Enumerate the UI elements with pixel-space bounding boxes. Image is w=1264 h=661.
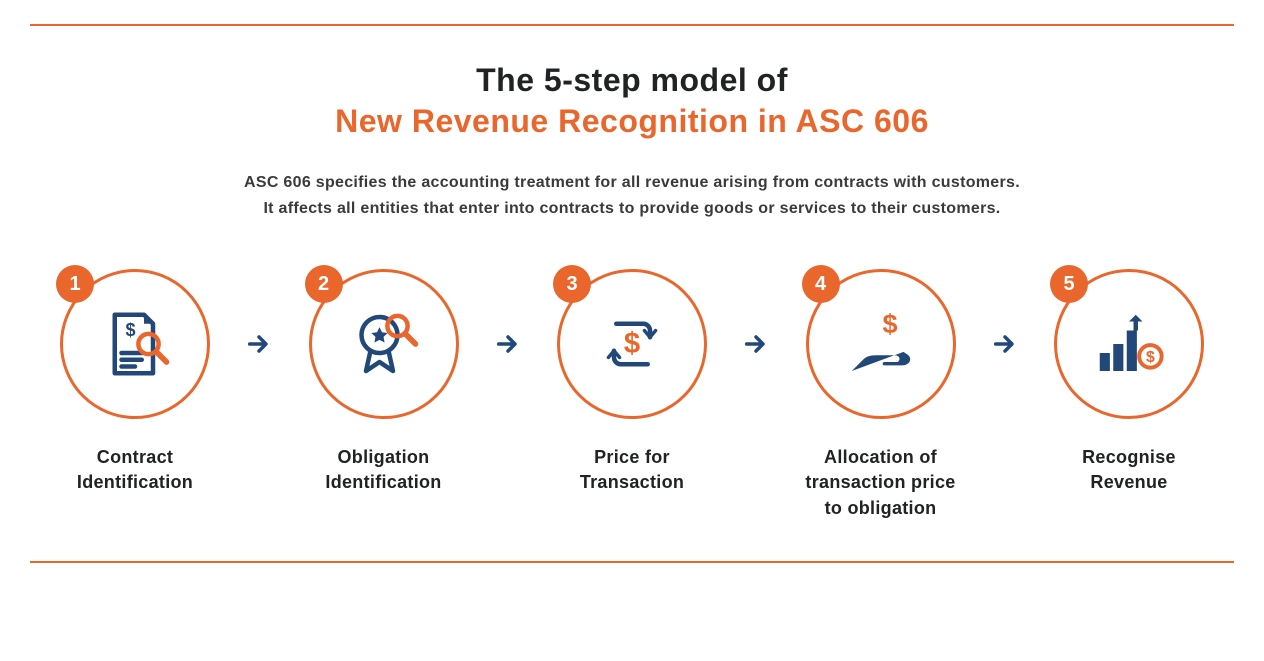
step-5-badge: 5 [1050, 265, 1088, 303]
hand-dollar-icon: $ [845, 308, 917, 380]
subtitle-line2: It affects all entities that enter into … [30, 196, 1234, 222]
step-2-badge: 2 [305, 265, 343, 303]
arrow-right-icon [494, 330, 522, 358]
transaction-dollar-icon: $ [596, 308, 668, 380]
ribbon-search-icon [348, 308, 420, 380]
step-3-label: Price for Transaction [580, 445, 684, 495]
step-5-label-l2: Revenue [1082, 470, 1176, 495]
top-rule [30, 24, 1234, 26]
document-search-icon: $ [99, 308, 171, 380]
step-4-label-l3: to obligation [805, 496, 955, 521]
arrow-right-icon [991, 330, 1019, 358]
title-line2: New Revenue Recognition in ASC 606 [30, 103, 1234, 140]
step-3-label-l2: Transaction [580, 470, 684, 495]
step-5-label-l1: Recognise [1082, 445, 1176, 470]
step-2-label-l2: Identification [325, 470, 441, 495]
step-5-label: Recognise Revenue [1082, 445, 1176, 495]
step-3-label-l1: Price for [580, 445, 684, 470]
svg-text:$: $ [882, 309, 897, 339]
subtitle-line1: ASC 606 specifies the accounting treatme… [30, 170, 1234, 196]
step-1-badge: 1 [56, 265, 94, 303]
step-4-circle-wrap: 4 $ [806, 269, 956, 419]
step-2-circle-wrap: 2 [309, 269, 459, 419]
step-1-label-l2: Identification [77, 470, 193, 495]
step-1-label-l1: Contract [77, 445, 193, 470]
bottom-rule [30, 561, 1234, 563]
step-3: 3 $ Price for Transaction [537, 269, 727, 495]
step-1-label: Contract Identification [77, 445, 193, 495]
step-4-label: Allocation of transaction price to oblig… [805, 445, 955, 521]
step-3-badge: 3 [553, 265, 591, 303]
svg-text:$: $ [1146, 349, 1155, 366]
bar-growth-icon: $ [1093, 308, 1165, 380]
step-3-circle-wrap: 3 $ [557, 269, 707, 419]
step-1: 1 $ Contract Identification [40, 269, 230, 495]
step-5: 5 $ Recognise Revenue [1034, 269, 1224, 495]
arrow-2 [488, 269, 528, 419]
arrow-right-icon [742, 330, 770, 358]
step-5-circle-wrap: 5 $ [1054, 269, 1204, 419]
step-2: 2 Obligation Identification [289, 269, 479, 495]
title-line1: The 5-step model of [30, 62, 1234, 99]
arrow-3 [736, 269, 776, 419]
step-2-label-l1: Obligation [325, 445, 441, 470]
subtitle: ASC 606 specifies the accounting treatme… [30, 170, 1234, 221]
arrow-1 [239, 269, 279, 419]
step-4-label-l2: transaction price [805, 470, 955, 495]
svg-text:$: $ [624, 328, 640, 360]
step-1-circle-wrap: 1 $ [60, 269, 210, 419]
step-2-label: Obligation Identification [325, 445, 441, 495]
steps-row: 1 $ Contract Identification [30, 269, 1234, 521]
arrow-right-icon [245, 330, 273, 358]
arrow-4 [985, 269, 1025, 419]
step-4-label-l1: Allocation of [805, 445, 955, 470]
svg-text:$: $ [125, 320, 135, 340]
title-block: The 5-step model of New Revenue Recognit… [30, 62, 1234, 140]
step-4: 4 $ Allocation of transaction price to o… [786, 269, 976, 521]
step-4-badge: 4 [802, 265, 840, 303]
